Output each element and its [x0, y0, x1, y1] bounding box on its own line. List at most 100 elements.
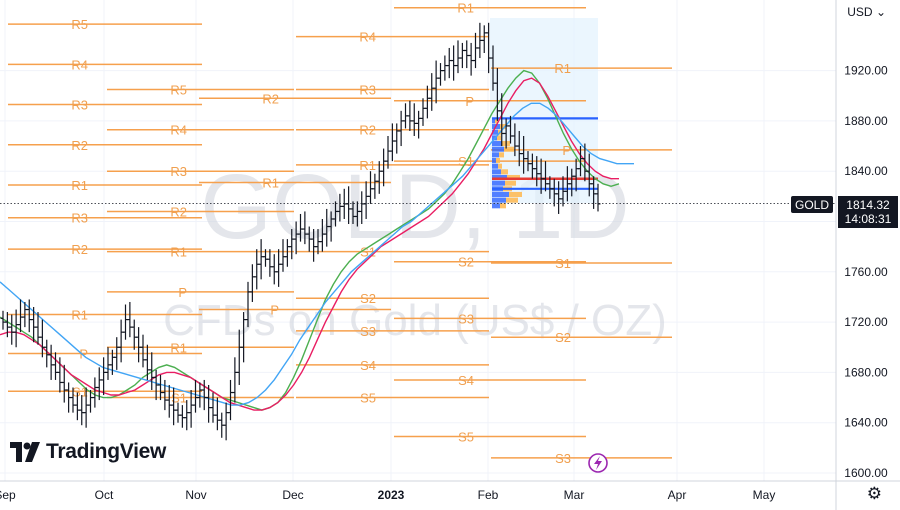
time-tick-label: Oct [95, 488, 114, 502]
candle [429, 73, 435, 111]
volume-profile-bar [509, 191, 522, 198]
pivot-level-label: S3 [360, 324, 376, 339]
pivot-level-label: S1 [555, 256, 571, 271]
pivot-level-label: S3 [555, 451, 571, 466]
pivot-level-label: R5 [170, 82, 187, 97]
lightning-icon[interactable] [588, 453, 608, 473]
candle [53, 352, 58, 380]
pivot-level-label: P [562, 143, 571, 158]
volume-profile [492, 117, 598, 209]
volume-profile-bar [492, 169, 501, 175]
pivot-level-label: R3 [71, 211, 88, 226]
price-badge-value: 1814.32 [846, 198, 890, 212]
pivot-level-label: R1 [71, 178, 88, 193]
price-badge: 1814.32 14:08:31 [838, 196, 898, 228]
volume-profile-bar [507, 174, 520, 181]
candle [131, 319, 137, 350]
candle [398, 110, 404, 147]
volume-profile-bar [500, 203, 506, 209]
moving-average-line [0, 102, 634, 406]
pivot-points: R5 R4 R3 R2 R1 R3 R2 R1 P S1 R5 R4 R3 R2 R1 P R1 S1 R2 R1 P R… [8, 1, 672, 466]
tradingview-logo[interactable]: TradingView [10, 440, 166, 464]
candle [464, 40, 470, 69]
time-tick-label: 2023 [378, 488, 405, 502]
volume-profile-bar [505, 180, 516, 186]
price-tick-label: 1720.00 [844, 315, 888, 329]
volume-profile-bar [496, 157, 500, 164]
volume-profile-bar [492, 118, 495, 124]
logo-text: TradingView [46, 440, 167, 463]
pivot-level-label: S3 [458, 311, 474, 326]
pivot-level-label: S4 [360, 358, 376, 373]
pivot-level-label: S1 [171, 391, 187, 406]
time-tick-label: May [753, 488, 776, 502]
pivot-level-label: R3 [359, 82, 376, 97]
volume-profile-bar [492, 141, 502, 147]
price-axis[interactable]: 1920.001880.001840.001800.001760.001720.… [844, 64, 888, 480]
candle [179, 405, 185, 428]
pivot-level-label: S2 [360, 291, 376, 306]
pivot-level-label: R2 [262, 91, 279, 106]
pivot-level-label: R2 [170, 204, 187, 219]
pivot-level-label: R4 [71, 57, 88, 72]
candle [214, 397, 220, 431]
volume-profile-bar [497, 135, 501, 141]
candle [459, 42, 465, 69]
candle [175, 402, 181, 423]
pivot-level-label: P [465, 94, 474, 109]
candle [232, 357, 238, 403]
price-tick-label: 1880.00 [844, 114, 888, 128]
pivot-level-label: R4 [170, 123, 187, 138]
pivot-level-label: R2 [71, 242, 88, 257]
candle [144, 344, 150, 380]
candle [39, 319, 45, 358]
pivot-level-label: R2 [71, 138, 88, 153]
volume-profile-bar [499, 152, 504, 158]
pivot-level-label: R3 [71, 98, 88, 113]
price-tick-label: 1680.00 [844, 365, 888, 379]
pivot-level-label: S2 [458, 255, 474, 270]
volume-profile-bar [504, 146, 514, 152]
price-tick-label: 1840.00 [844, 164, 888, 178]
candle [18, 299, 23, 333]
candle [118, 319, 124, 363]
candle [92, 377, 98, 408]
pivot-level-label: R1 [262, 176, 279, 191]
candle [451, 45, 457, 81]
candle [136, 327, 142, 363]
candle [473, 32, 478, 69]
candle [481, 25, 487, 53]
candle [403, 103, 408, 129]
time-tick-label: Sep [0, 488, 16, 502]
moving-average-line [0, 69, 620, 411]
time-tick-label: Dec [282, 488, 303, 502]
pivot-level-label: R2 [359, 123, 376, 138]
gear-icon[interactable]: ⚙ [866, 484, 882, 503]
pivot-level-label: S2 [555, 330, 571, 345]
pivot-level-label: P [178, 285, 187, 300]
candle [223, 402, 229, 441]
time-tick-label: Mar [564, 488, 585, 502]
time-tick-label: Feb [478, 488, 499, 502]
candle [48, 344, 54, 380]
pivot-level-label: R1 [359, 158, 376, 173]
candle [411, 103, 417, 136]
pivot-level-label: S5 [458, 430, 474, 445]
pivot-level-label: R1 [170, 245, 187, 260]
pivot-level-label: R1 [170, 340, 187, 355]
currency-selector[interactable]: USD ⌄ [847, 5, 886, 19]
candle [420, 98, 426, 126]
volume-profile-bar [492, 152, 499, 158]
candle [79, 395, 85, 426]
volume-profile-bar [501, 169, 508, 175]
volume-profile-bar [492, 191, 509, 198]
candle [477, 22, 483, 59]
pivot-level-label: S1 [72, 384, 88, 399]
price-badge-countdown: 14:08:31 [845, 212, 892, 226]
candle [595, 183, 601, 212]
time-axis[interactable]: Sep Oct Nov Dec 2023 Feb Mar Apr May [0, 488, 775, 502]
pivot-level-label: R5 [71, 17, 88, 32]
candle [446, 47, 452, 79]
candle [153, 369, 159, 401]
